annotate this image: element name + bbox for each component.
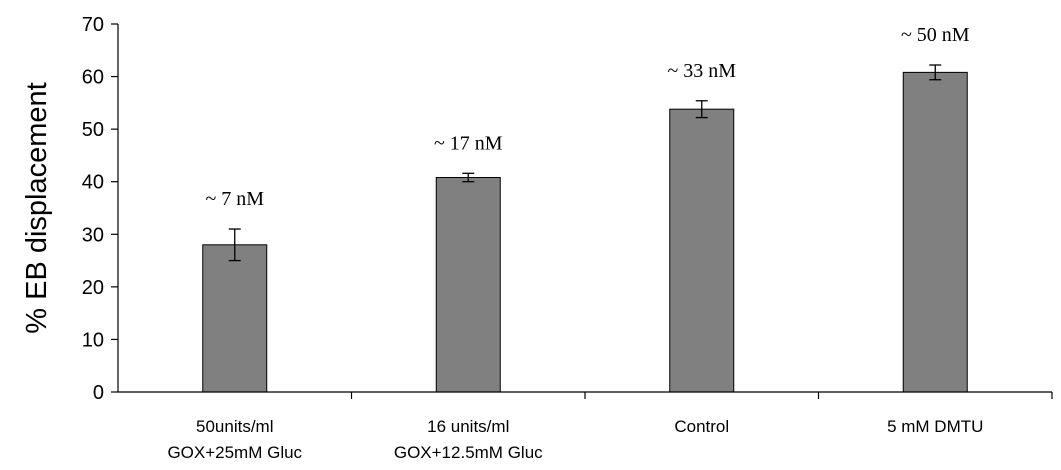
bar xyxy=(435,177,501,393)
category-labels-group: 50units/ml GOX+25mM Gluc 16 units/ml GOX+12… xyxy=(167,417,983,462)
y-tick-label: 70 xyxy=(82,14,104,36)
x-category-label: 50units/ml xyxy=(196,417,273,436)
x-category-label: 5 mM DMTU xyxy=(887,417,983,436)
error-bars-group xyxy=(228,64,942,262)
y-axis-title: % EB displacement xyxy=(21,82,53,333)
data-label: ~ 50 nM xyxy=(901,24,970,46)
x-category-label: 16 units/ml xyxy=(427,417,509,436)
y-tick-label: 50 xyxy=(82,119,104,141)
y-tick-label: 20 xyxy=(82,277,104,299)
y-tick-label: 0 xyxy=(93,382,104,404)
bar xyxy=(669,108,735,393)
data-labels-group: ~ 7 nM ~ 17 nM ~ 33 nM ~ 50 nM xyxy=(205,24,969,210)
data-label: ~ 7 nM xyxy=(205,188,264,210)
x-category-label: GOX+25mM Gluc xyxy=(167,443,302,462)
data-label: ~ 17 nM xyxy=(434,132,503,154)
y-tick-label: 40 xyxy=(82,172,104,194)
y-tick-label: 30 xyxy=(82,224,104,246)
bar xyxy=(202,244,268,393)
data-label: ~ 33 nM xyxy=(667,60,736,82)
y-ticks-group: 0 10 20 30 40 50 60 70 xyxy=(82,14,118,404)
bar xyxy=(902,71,968,393)
bars-group xyxy=(202,71,968,393)
x-ticks-group xyxy=(350,392,1053,399)
y-tick-label: 60 xyxy=(82,67,104,89)
x-category-label: Control xyxy=(674,417,729,436)
y-tick-label: 10 xyxy=(82,329,104,351)
x-category-label: GOX+12.5mM Gluc xyxy=(394,443,543,462)
